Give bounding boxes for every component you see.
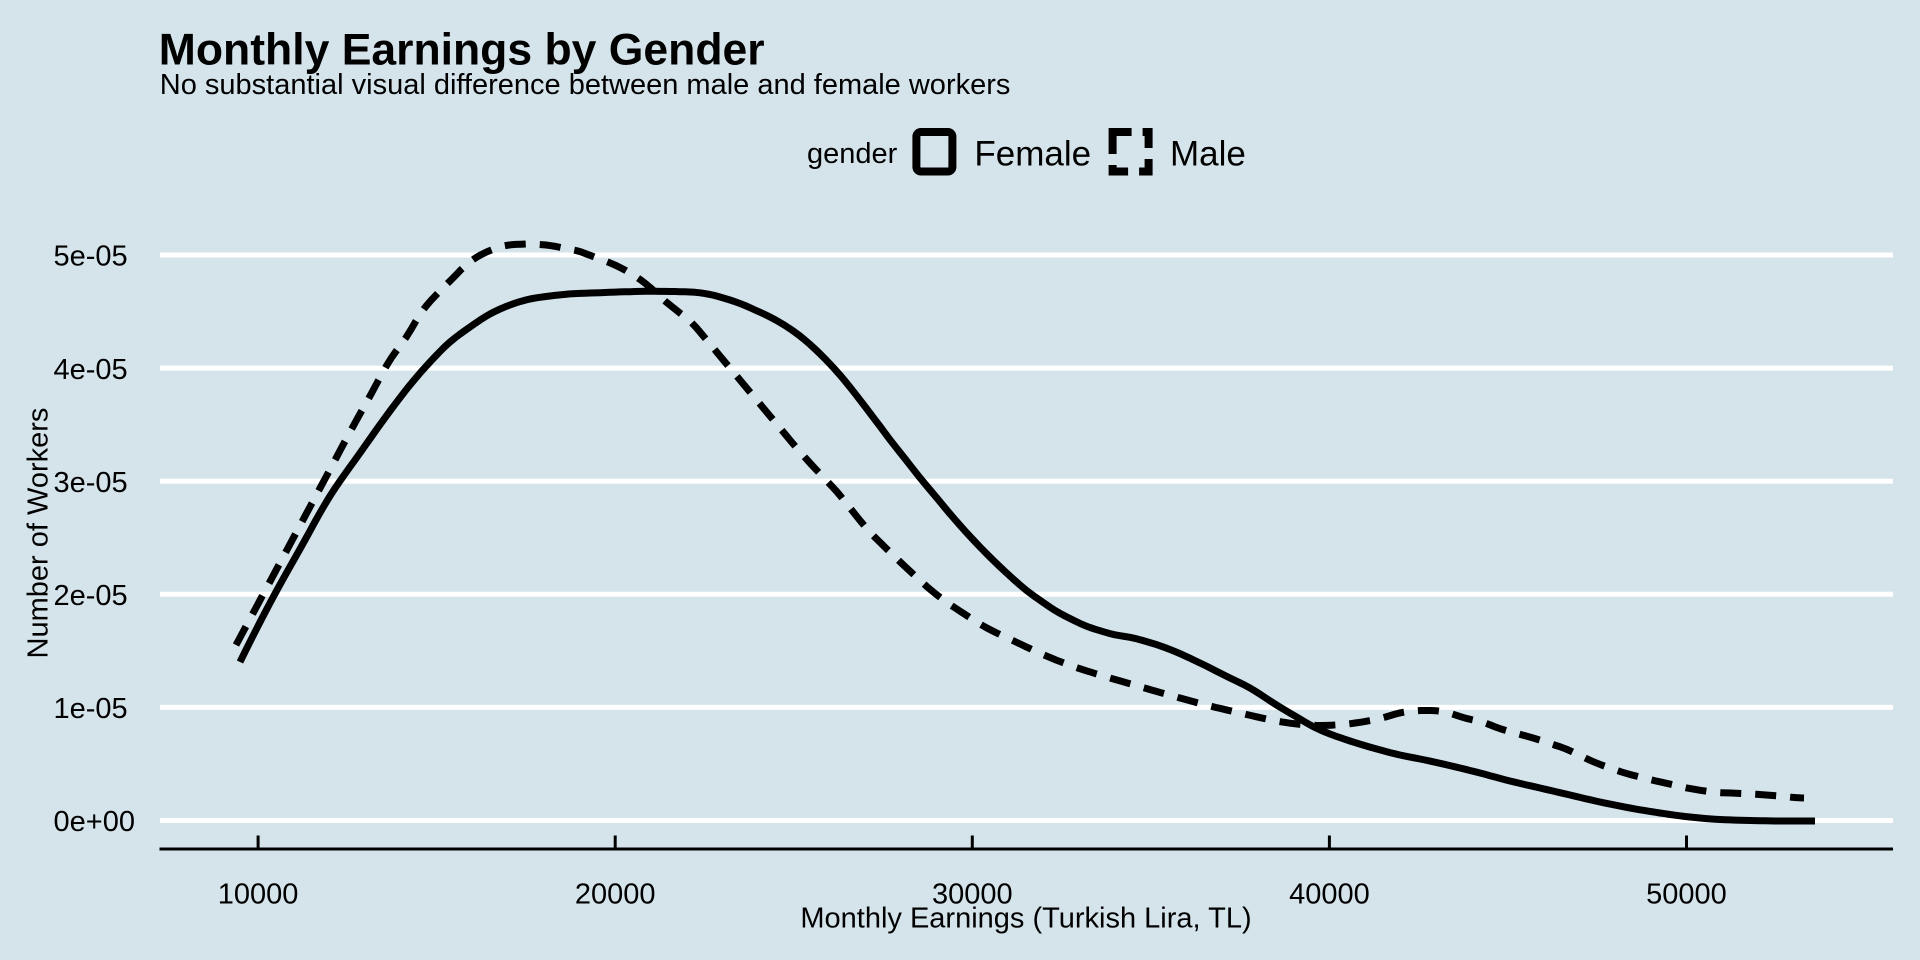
svg-text:Male: Male [1170,134,1246,173]
svg-text:40000: 40000 [1289,879,1370,911]
svg-text:1e-05: 1e-05 [54,693,128,725]
svg-text:3e-05: 3e-05 [54,467,128,499]
svg-text:Monthly Earnings (Turkish Lira: Monthly Earnings (Turkish Lira, TL) [800,903,1251,935]
svg-text:50000: 50000 [1646,879,1727,911]
svg-text:4e-05: 4e-05 [54,354,128,386]
svg-text:5e-05: 5e-05 [54,241,128,273]
svg-text:30000: 30000 [932,879,1013,911]
svg-text:No substantial visual differen: No substantial visual difference between… [160,69,1011,101]
svg-text:10000: 10000 [218,879,299,911]
svg-text:0e+00: 0e+00 [54,806,135,838]
svg-text:gender: gender [807,138,898,170]
svg-text:Number of Workers: Number of Workers [23,408,55,659]
svg-text:2e-05: 2e-05 [54,580,128,612]
svg-text:Monthly Earnings by Gender: Monthly Earnings by Gender [159,26,765,75]
svg-text:20000: 20000 [575,879,656,911]
svg-text:Female: Female [974,134,1091,173]
